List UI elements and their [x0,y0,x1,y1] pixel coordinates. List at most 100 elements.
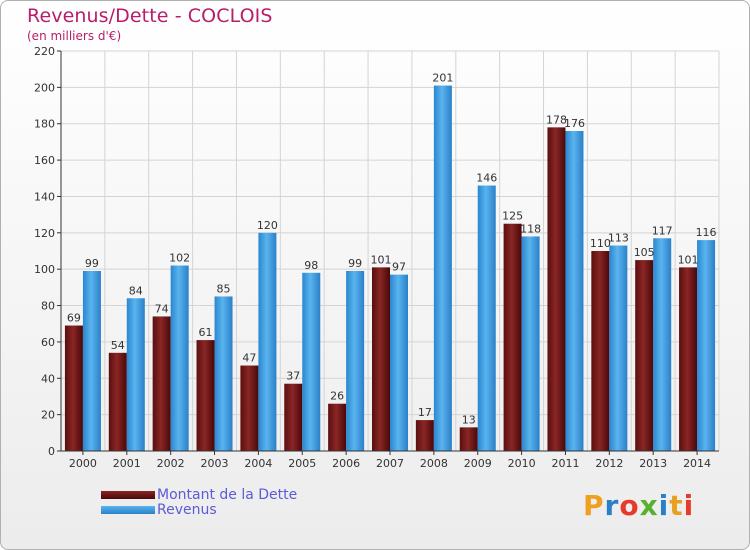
bar-debt [108,352,127,451]
data-label-revenue: 120 [257,219,278,232]
bar-revenue [214,296,233,451]
bar-revenue [126,298,145,451]
data-label-revenue: 99 [348,257,362,270]
data-label-revenue: 102 [169,252,190,265]
x-tick-label: 2013 [639,457,667,470]
data-label-debt: 101 [678,253,699,266]
data-label-revenue: 85 [217,282,231,295]
bar-revenue [609,245,628,451]
x-tick-label: 2000 [69,457,97,470]
bar-debt [152,316,171,451]
proxiti-logo: Proxiti [583,489,694,522]
data-label-debt: 26 [330,390,344,403]
legend-label-debt: Montant de la Dette [157,487,298,503]
logo-letter: r [604,489,620,522]
y-tick-label: 220 [34,45,55,58]
data-label-debt: 105 [634,246,655,259]
bar-debt [64,325,83,451]
data-label-revenue: 116 [696,226,717,239]
x-tick-label: 2002 [157,457,185,470]
x-tick-label: 2009 [464,457,492,470]
logo-letter: x [639,489,659,522]
bar-debt [635,260,654,451]
x-tick-label: 2001 [113,457,141,470]
x-tick-label: 2007 [376,457,404,470]
bar-revenue [477,185,496,451]
x-tick-label: 2011 [551,457,579,470]
bar-revenue [302,272,321,451]
x-tick-label: 2006 [332,457,360,470]
y-tick-label: 80 [41,300,55,313]
x-tick-label: 2003 [201,457,229,470]
bar-revenue [653,238,672,451]
data-label-revenue: 98 [304,259,318,272]
y-tick-label: 120 [34,227,55,240]
x-tick-label: 2004 [244,457,272,470]
x-tick-label: 2014 [683,457,711,470]
bar-debt [459,427,478,451]
bar-debt [591,251,610,451]
data-label-debt: 125 [502,210,523,223]
data-label-revenue: 97 [392,261,406,274]
data-label-debt: 74 [155,302,169,315]
data-label-debt: 17 [418,406,432,419]
bar-debt [503,223,522,451]
bar-debt [372,267,390,451]
legend-swatch-revenue [101,506,155,514]
data-label-debt: 69 [67,312,81,325]
logo-letter: i [658,489,670,522]
x-tick-label: 2010 [508,457,536,470]
data-label-revenue: 99 [85,257,99,270]
data-label-revenue: 176 [564,117,585,130]
x-tick-label: 2005 [288,457,316,470]
chart-subtitle: (en milliers d'€) [27,29,122,43]
data-label-debt: 47 [242,352,256,365]
y-tick-label: 180 [34,118,55,131]
bar-debt [196,340,215,451]
y-tick-label: 160 [34,154,55,167]
bar-debt [284,383,303,451]
y-tick-label: 40 [41,372,55,385]
bar-debt [679,267,698,451]
data-label-debt: 178 [546,113,567,126]
bar-revenue [82,271,101,451]
logo-letter: o [619,489,640,522]
bar-revenue [170,265,189,451]
y-tick-label: 200 [34,81,55,94]
data-label-revenue: 117 [652,224,673,237]
x-tick-label: 2012 [595,457,623,470]
data-label-revenue: 146 [476,172,497,185]
bar-debt [240,365,259,451]
data-label-revenue: 84 [129,284,143,297]
bar-revenue [390,274,408,451]
logo-letter: t [669,489,684,522]
data-label-debt: 110 [590,237,611,250]
bar-debt [415,420,434,451]
bar-revenue [565,131,584,451]
logo-letter: i [683,489,695,522]
y-tick-label: 0 [48,445,55,458]
legend-label-revenue: Revenus [157,502,217,518]
y-tick-label: 20 [41,409,55,422]
bar-revenue [258,232,277,451]
bar-revenue [433,85,452,451]
data-label-debt: 101 [371,253,392,266]
bar-debt [328,403,347,451]
data-label-revenue: 118 [520,222,541,235]
data-label-revenue: 201 [432,72,453,85]
logo-letter: P [583,489,605,522]
data-label-revenue: 113 [608,232,629,245]
bar-revenue [521,236,540,451]
legend-swatch-debt [101,491,155,499]
bar-revenue [697,240,716,451]
chart-title: Revenus/Dette - COCLOIS [27,5,273,27]
data-label-debt: 54 [111,339,125,352]
data-label-debt: 61 [199,326,213,339]
x-tick-label: 2008 [420,457,448,470]
y-tick-label: 100 [34,263,55,276]
data-label-debt: 13 [462,413,476,426]
y-tick-label: 140 [34,190,55,203]
bar-revenue [346,271,365,451]
